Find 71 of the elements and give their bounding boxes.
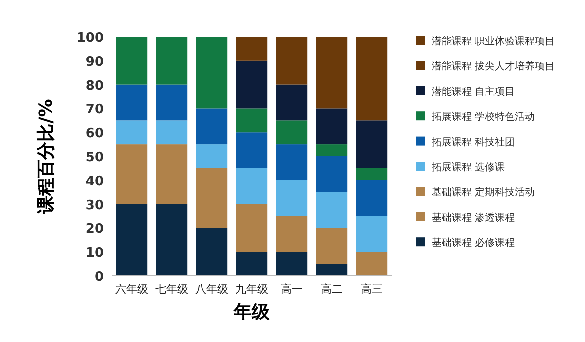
bar (236, 252, 268, 276)
bar (116, 204, 148, 276)
bar (316, 156, 348, 192)
bar (116, 37, 148, 85)
legend-label: 潜能课程 职业体验课程项目 (432, 36, 556, 48)
bar (236, 60, 268, 109)
bar (196, 37, 228, 109)
legend-label: 基础课程 渗透课程 (432, 212, 516, 224)
bar (116, 84, 148, 121)
bar (276, 144, 308, 180)
bar (276, 252, 308, 276)
legend-label: 基础课程 必修课程 (432, 237, 516, 250)
bar (196, 144, 228, 168)
legend-label: 潜能课程 自主项目 (432, 86, 516, 98)
x-tick-label: 八年级 (196, 283, 228, 296)
bar (156, 144, 188, 204)
bar (236, 168, 268, 204)
bar (276, 120, 308, 145)
bar (316, 264, 348, 276)
bar (316, 108, 348, 145)
x-tick-label: 六年级 (116, 283, 148, 296)
bar (276, 37, 308, 85)
legend-label: 拓展课程 科技社团 (431, 136, 516, 148)
bar (356, 252, 388, 276)
y-tick-label: 40 (86, 174, 104, 190)
x-tick-label: 九年级 (236, 283, 268, 296)
y-tick-label: 50 (86, 150, 104, 166)
bar (236, 132, 268, 168)
bar (276, 180, 308, 216)
bar (356, 180, 388, 216)
bar (196, 228, 228, 276)
y-tick-label: 10 (86, 246, 104, 262)
bar (356, 216, 388, 252)
y-tick-label: 70 (86, 102, 104, 118)
bar (156, 204, 188, 276)
bar (276, 216, 308, 252)
y-axis-title: 课程百分比/% (36, 99, 57, 215)
y-tick-label: 0 (94, 270, 104, 285)
bar (356, 168, 388, 180)
bar (196, 168, 228, 228)
bar (116, 144, 148, 204)
legend-label: 拓展课程 选修课 (431, 162, 506, 174)
y-tick-label: 30 (86, 198, 104, 214)
bar (196, 108, 228, 145)
bar (356, 37, 388, 121)
bar (316, 37, 348, 109)
bar (316, 228, 348, 264)
bar (276, 84, 308, 121)
y-tick-label: 80 (86, 78, 104, 94)
bar (156, 120, 188, 145)
x-tick-label: 高一 (281, 283, 303, 296)
bar (236, 37, 268, 61)
legend-label: 拓展课程 学校特色活动 (431, 111, 536, 124)
bar (316, 192, 348, 228)
legend-label: 基础课程 定期科技活动 (432, 186, 536, 199)
legend-label: 潜能课程 拔尖人才培养项目 (432, 60, 556, 73)
y-tick-label: 100 (76, 31, 104, 46)
x-tick-label: 七年级 (156, 283, 188, 296)
x-tick-label: 高二 (321, 283, 343, 296)
bar (236, 108, 268, 133)
x-axis-title: 年级 (233, 302, 271, 323)
bar (356, 120, 388, 168)
y-tick-label: 60 (86, 126, 104, 142)
bar (156, 84, 188, 121)
bar (156, 37, 188, 85)
y-tick-label: 20 (86, 222, 104, 238)
bar (316, 144, 348, 156)
x-tick-label: 高三 (361, 283, 383, 296)
bar (236, 204, 268, 252)
y-tick-label: 90 (86, 54, 104, 70)
bar (116, 120, 148, 145)
